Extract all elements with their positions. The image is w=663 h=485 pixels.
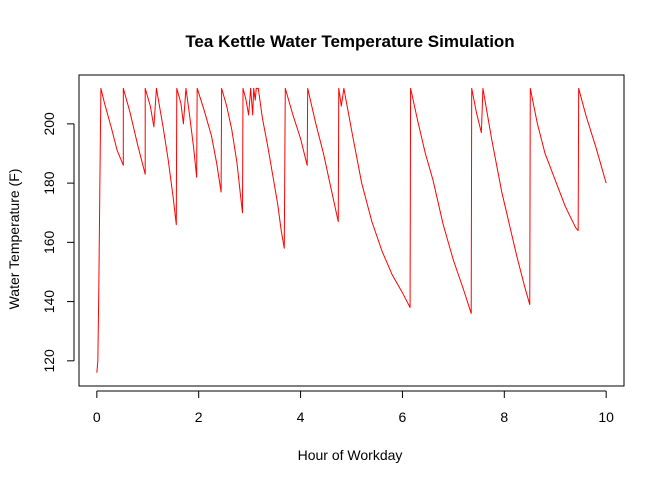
x-tick-label: 0: [93, 409, 101, 425]
series-line: [96, 87, 607, 373]
x-tick-label: 2: [195, 409, 203, 425]
x-tick-label: 8: [500, 409, 508, 425]
x-axis-label: Hour of Workday: [298, 447, 403, 463]
x-axis: 0 2 4 6 8 10: [93, 390, 614, 425]
y-axis-label: Water Temperature (F): [6, 169, 22, 310]
y-tick-label: 180: [41, 171, 57, 195]
y-tick-label: 120: [41, 349, 57, 373]
x-tick-label: 6: [399, 409, 407, 425]
y-tick-label: 200: [41, 112, 57, 136]
y-tick-label: 140: [41, 290, 57, 314]
y-tick-label: 160: [41, 230, 57, 254]
x-tick-label: 4: [297, 409, 305, 425]
x-tick-label: 10: [598, 409, 614, 425]
plot-frame: [78, 74, 625, 387]
y-axis: 120 140 160 180 200: [41, 112, 75, 373]
series-layer: [96, 87, 607, 373]
chart-title: Tea Kettle Water Temperature Simulation: [185, 32, 514, 51]
